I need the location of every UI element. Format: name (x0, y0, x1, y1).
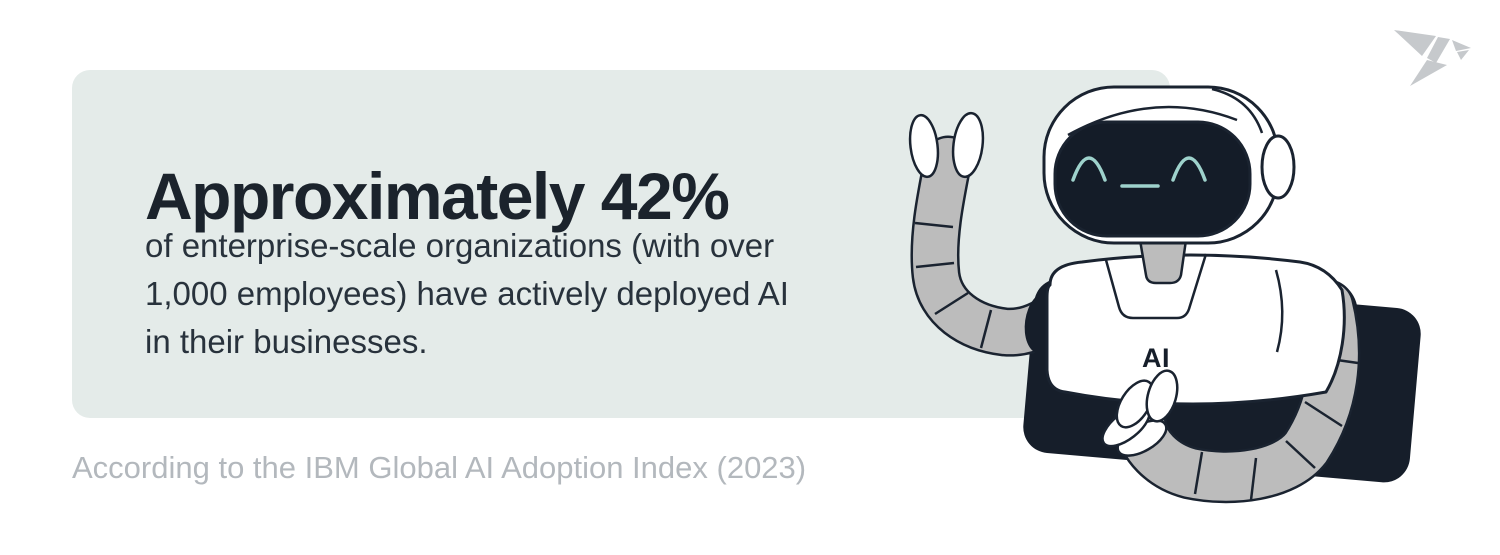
stat-body-line-1: of enterprise-scale organizations (with … (145, 227, 775, 264)
bird-fold (1457, 50, 1469, 60)
robot-right-eye (1171, 156, 1207, 182)
bird-head (1452, 40, 1471, 51)
robot-illustration: AI (890, 60, 1450, 540)
robot-left-eye (1071, 156, 1107, 182)
robot-chest-label: AI (1142, 343, 1170, 373)
bird-tail (1410, 60, 1447, 86)
stat-card: Approximately 42% of enterprise-scale or… (72, 70, 1170, 418)
robot-left-hand (908, 111, 985, 179)
robot-svg: AI (908, 85, 1421, 504)
stat-heading: Approximately 42% (145, 159, 730, 233)
stat-body-line-3: in their businesses. (145, 323, 428, 360)
robot-clasped-hands (1101, 369, 1179, 457)
stat-body: of enterprise-scale organizations (with … (145, 222, 789, 366)
origami-bird-icon (1394, 30, 1471, 86)
robot-torso: AI (1045, 253, 1346, 406)
robot-ear (1260, 134, 1296, 200)
robot-face (1071, 156, 1207, 188)
attribution-text: According to the IBM Global AI Adoption … (72, 450, 807, 485)
robot-neck (1138, 238, 1188, 285)
origami-bird-logo (1370, 15, 1500, 105)
robot-face-screen (1053, 120, 1252, 238)
bird-wing (1394, 30, 1436, 56)
stat-body-line-2: 1,000 employees) have actively deployed … (145, 275, 789, 312)
robot-left-arm (908, 111, 1067, 357)
bird-neck (1427, 37, 1450, 63)
robot-head (1042, 85, 1296, 245)
